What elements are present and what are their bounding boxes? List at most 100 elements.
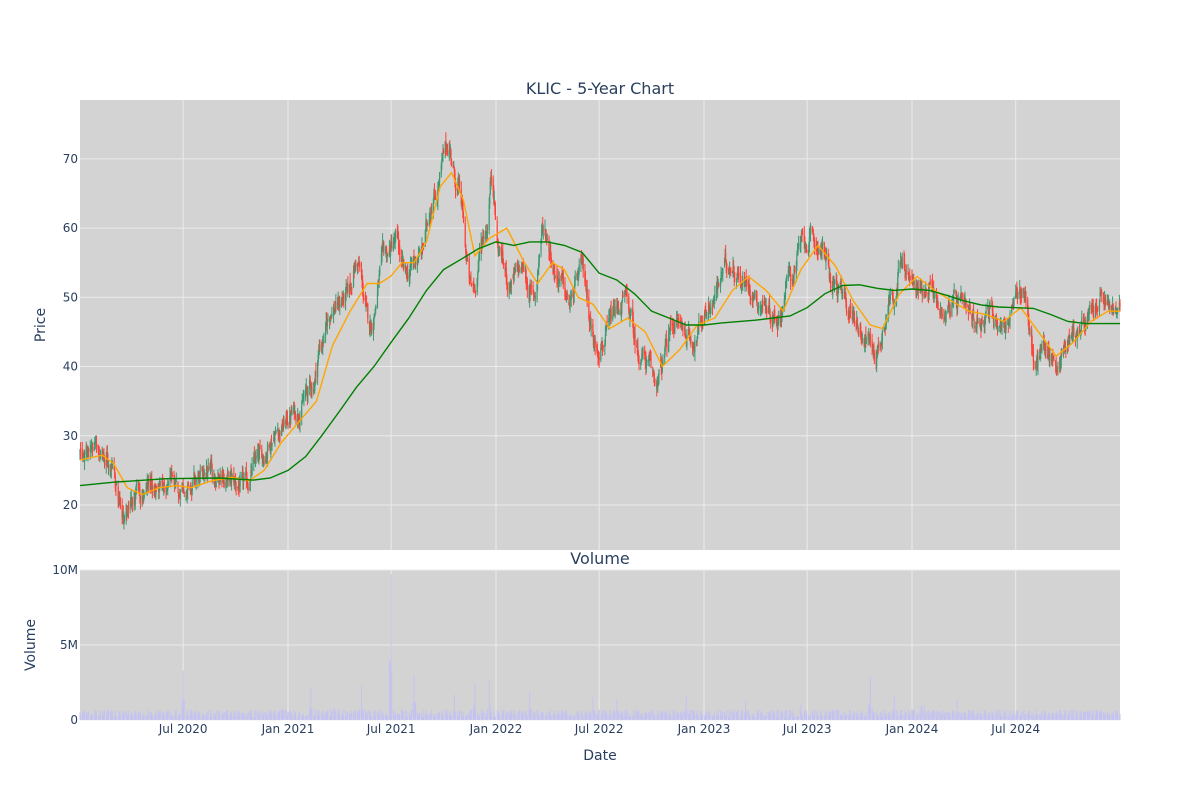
- candle-body: [367, 304, 368, 319]
- candle-body: [806, 245, 807, 251]
- volume-bar: [698, 717, 699, 720]
- candle-body: [587, 289, 588, 298]
- candle: [96, 436, 97, 453]
- volume-bar: [802, 715, 803, 720]
- candle: [92, 443, 93, 456]
- candle-body: [622, 296, 623, 297]
- candle: [287, 422, 288, 429]
- candle: [654, 379, 655, 386]
- candle: [263, 456, 264, 466]
- candle-body: [301, 406, 302, 418]
- volume-bar: [108, 710, 109, 720]
- candle: [579, 259, 580, 276]
- candle: [475, 290, 476, 297]
- volume-bar: [567, 715, 568, 720]
- volume-bar: [822, 718, 823, 720]
- candle: [942, 308, 943, 320]
- volume-bar: [678, 714, 679, 720]
- candle-body: [303, 397, 304, 398]
- candle: [470, 271, 471, 284]
- volume-bar: [323, 715, 324, 720]
- candle-body: [630, 310, 631, 312]
- volume-bar: [471, 710, 472, 720]
- volume-bar: [615, 711, 616, 720]
- volume-bar: [463, 717, 464, 720]
- volume-bar: [240, 715, 241, 720]
- candle: [275, 430, 276, 434]
- candle-body: [515, 269, 516, 271]
- candle: [379, 265, 380, 276]
- volume-bar: [850, 710, 851, 720]
- candle-body: [475, 290, 476, 292]
- price-y-tick-label: 70: [63, 152, 78, 166]
- price-y-tick-label: 20: [63, 498, 78, 512]
- candle: [798, 236, 799, 250]
- candle-body: [254, 454, 255, 458]
- candle: [1053, 355, 1054, 362]
- candle: [1093, 306, 1094, 321]
- candle: [479, 243, 480, 261]
- volume-bar: [654, 717, 655, 720]
- volume-bar: [643, 717, 644, 720]
- volume-bar: [730, 712, 731, 720]
- candle-body: [858, 331, 859, 333]
- candle: [391, 235, 392, 252]
- volume-y-axis-label: Volume: [23, 619, 39, 671]
- volume-bar: [335, 710, 336, 720]
- volume-bar: [104, 710, 105, 720]
- candle-body: [148, 480, 149, 485]
- price-chart-title: KLIC - 5-Year Chart: [526, 79, 674, 98]
- candle: [818, 248, 819, 255]
- candle: [204, 468, 205, 482]
- volume-bar: [359, 709, 360, 720]
- candle: [846, 298, 847, 316]
- candle-body: [439, 173, 440, 182]
- volume-bar: [742, 710, 743, 720]
- candle-body: [347, 284, 348, 292]
- candle-body: [814, 240, 815, 248]
- volume-bar: [307, 715, 308, 720]
- candle: [962, 292, 963, 304]
- candle: [463, 211, 464, 223]
- candle-body: [164, 483, 165, 485]
- candle: [251, 457, 252, 476]
- candle: [954, 283, 955, 294]
- candle-body: [251, 465, 252, 474]
- candle-body: [162, 477, 163, 484]
- volume-bar: [866, 717, 867, 720]
- candle: [670, 315, 671, 331]
- volume-bar: [551, 716, 552, 720]
- candle: [327, 313, 328, 322]
- candle-body: [207, 473, 208, 476]
- volume-bar: [367, 711, 368, 720]
- candle-body: [591, 326, 592, 328]
- candle-body: [734, 279, 735, 280]
- volume-bar: [627, 710, 628, 720]
- candle: [906, 264, 907, 280]
- candle: [898, 260, 899, 278]
- candle-body: [572, 294, 573, 297]
- candle-body: [1041, 347, 1042, 351]
- candle-body: [579, 265, 580, 270]
- candle: [946, 311, 947, 323]
- candle: [571, 290, 572, 307]
- candle-body: [120, 503, 121, 504]
- candle: [503, 258, 504, 269]
- candle: [465, 216, 466, 247]
- candle-body: [327, 319, 328, 320]
- volume-bar: [666, 713, 667, 720]
- volume-bar: [515, 715, 516, 720]
- candle-body: [463, 216, 464, 222]
- candle-body: [818, 249, 819, 253]
- volume-bar: [623, 717, 624, 720]
- candle: [160, 481, 161, 487]
- candle-body: [772, 319, 773, 327]
- candle: [259, 440, 260, 450]
- candle-body: [658, 370, 659, 376]
- candle: [132, 497, 133, 512]
- volume-bar: [284, 711, 285, 720]
- candle-body: [502, 252, 503, 259]
- candle-body: [800, 241, 801, 244]
- candle-body: [387, 254, 388, 255]
